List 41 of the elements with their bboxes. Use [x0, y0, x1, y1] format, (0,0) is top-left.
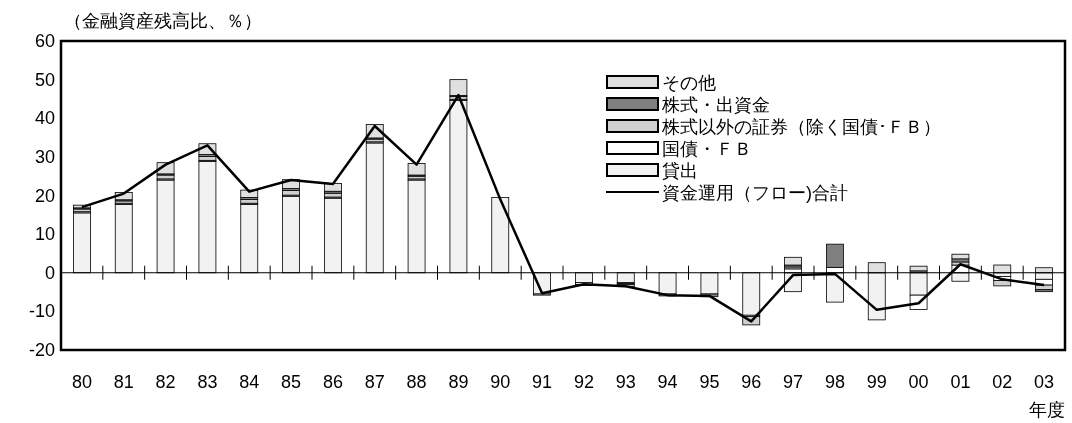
y-tick-label: 20: [34, 185, 55, 206]
legend-label: 貸出: [662, 161, 698, 181]
y-tick-label: 60: [34, 31, 55, 51]
x-tick-label: 81: [113, 372, 134, 392]
y-tick-label: 50: [34, 69, 55, 90]
x-tick-label: 00: [908, 372, 929, 392]
x-tick-label: 01: [950, 372, 971, 392]
legend-label: その他: [662, 73, 716, 93]
x-tick-label: 83: [197, 372, 218, 392]
x-tick-label: 91: [532, 372, 553, 392]
y-tick-label: -10: [28, 301, 55, 322]
x-tick-label: 03: [1034, 372, 1055, 392]
x-tick-label: 90: [490, 372, 511, 392]
legend-label: 株式以外の証券（除く国債･ＦＢ）: [661, 117, 941, 137]
y-tick-label: 30: [34, 146, 55, 167]
legend-label: 資金運用（フロー)合計: [662, 183, 848, 203]
x-tick-label: 99: [866, 372, 887, 392]
x-tick-label: 82: [155, 372, 176, 392]
x-tick-label: 95: [699, 372, 720, 392]
x-tick-label: 97: [783, 372, 804, 392]
x-tick-label: 92: [573, 372, 594, 392]
x-tick-label: 88: [406, 372, 427, 392]
y-axis-title: （金融資産残高比、％）: [64, 11, 262, 31]
y-tick-label: -20: [28, 340, 55, 360]
x-tick-label: 80: [71, 372, 92, 392]
x-tick-label: 89: [448, 372, 469, 392]
y-tick-label: 40: [34, 108, 55, 129]
x-tick-label: 85: [281, 372, 302, 392]
x-tick-label: 87: [364, 372, 385, 392]
legend-label: 株式・出資金: [661, 95, 770, 115]
x-tick-label: 98: [824, 372, 845, 392]
x-tick-label: 86: [322, 372, 343, 392]
x-axis-title: 年度: [1029, 400, 1065, 420]
legend-label: 国債・ＦＢ: [662, 139, 752, 159]
x-tick-label: 84: [239, 372, 260, 392]
x-tick-label: 93: [615, 372, 636, 392]
x-tick-label: 02: [992, 372, 1013, 392]
x-tick-label: 94: [657, 372, 678, 392]
y-tick-label: 10: [34, 224, 55, 245]
y-tick-label: 0: [44, 262, 55, 283]
x-tick-label: 96: [741, 372, 762, 392]
